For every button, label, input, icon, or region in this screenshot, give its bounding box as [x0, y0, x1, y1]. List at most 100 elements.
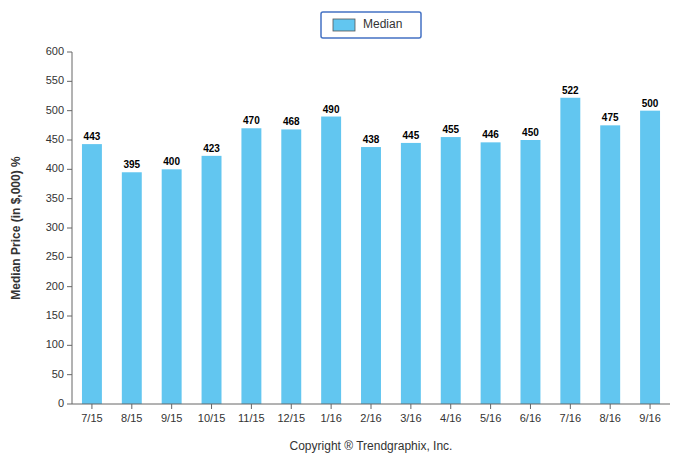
y-tick: [67, 316, 72, 317]
legend-frame: [321, 12, 421, 38]
bar: [401, 143, 421, 404]
x-tick: [610, 404, 611, 409]
legend-swatch: [333, 19, 355, 31]
x-tick-label: 9/16: [639, 412, 660, 424]
x-tick: [171, 404, 172, 409]
data-label: 395: [123, 159, 140, 170]
bar: [281, 129, 301, 404]
y-tick: [67, 228, 72, 229]
bar: [640, 111, 660, 404]
bar: [321, 117, 341, 404]
bar: [122, 172, 142, 404]
y-tick: [67, 198, 72, 199]
x-tick: [450, 404, 451, 409]
x-tick-label: 10/15: [198, 412, 226, 424]
data-labels: 443 395 400 423 470 468 490 438 445 455 446 450 522 4…: [84, 85, 659, 171]
x-tick-label: 6/16: [520, 412, 541, 424]
bar: [241, 128, 261, 404]
chart-svg: 0 50 100 150 200 250 300 350 400 450 500 550 600 443 3…: [0, 0, 688, 468]
data-label: 455: [442, 124, 459, 135]
data-label: 445: [403, 130, 420, 141]
data-label: 446: [482, 129, 499, 140]
y-tick: [67, 140, 72, 141]
y-tick-label: 600: [46, 45, 64, 57]
x-tick-label: 8/15: [121, 412, 142, 424]
x-tick-label: 7/16: [560, 412, 581, 424]
y-tick: [67, 110, 72, 111]
x-tick: [91, 404, 92, 409]
x-tick: [211, 404, 212, 409]
y-tick-label: 350: [46, 192, 64, 204]
y-tick: [67, 52, 72, 53]
y-tick-label: 200: [46, 280, 64, 292]
y-tick: [67, 286, 72, 287]
y-tick-label: 50: [52, 368, 64, 380]
y-tick: [67, 257, 72, 258]
data-label: 468: [283, 116, 300, 127]
background: [0, 0, 688, 468]
data-label: 400: [163, 156, 180, 167]
x-tick: [331, 404, 332, 409]
data-label: 443: [84, 131, 101, 142]
x-axis: 7/15 8/15 9/15 10/15 11/15 12/15 1/16 2/16 3/16 4…: [72, 404, 670, 424]
x-tick-label: 3/16: [400, 412, 421, 424]
x-tick-label: 8/16: [599, 412, 620, 424]
x-tick: [251, 404, 252, 409]
bar: [162, 169, 182, 404]
data-label: 490: [323, 104, 340, 115]
bar: [481, 142, 501, 404]
data-label: 450: [522, 127, 539, 138]
y-tick: [67, 81, 72, 82]
x-tick: [131, 404, 132, 409]
data-label: 470: [243, 115, 260, 126]
y-tick-label: 550: [46, 74, 64, 86]
x-tick-label: 12/15: [278, 412, 306, 424]
y-tick-label: 300: [46, 221, 64, 233]
bar: [82, 144, 102, 404]
y-axis: 0 50 100 150 200 250 300 350 400 450 500 550 600: [46, 45, 72, 409]
x-axis-label: Copyright ® Trendgraphix, Inc.: [290, 439, 453, 453]
x-tick-label: 2/16: [360, 412, 381, 424]
data-label: 423: [203, 143, 220, 154]
y-tick-label: 100: [46, 338, 64, 350]
x-tick: [570, 404, 571, 409]
chart-container: 0 50 100 150 200 250 300 350 400 450 500 550 600 443 3…: [0, 0, 688, 468]
x-tick-label: 11/15: [238, 412, 265, 424]
legend-label: Median: [363, 17, 402, 31]
x-tick-label: 9/15: [161, 412, 182, 424]
bars: [82, 98, 660, 404]
y-tick-label: 0: [58, 397, 64, 409]
data-label: 475: [602, 112, 619, 123]
y-tick: [67, 345, 72, 346]
y-tick: [67, 169, 72, 170]
bar: [600, 125, 620, 404]
x-tick-label: 7/15: [81, 412, 102, 424]
bar: [560, 98, 580, 404]
data-label: 438: [363, 134, 380, 145]
x-tick-label: 5/16: [480, 412, 501, 424]
x-tick: [530, 404, 531, 409]
x-tick-label: 1/16: [320, 412, 341, 424]
x-tick: [371, 404, 372, 409]
data-label: 522: [562, 85, 579, 96]
x-tick: [291, 404, 292, 409]
x-tick: [410, 404, 411, 409]
x-tick: [650, 404, 651, 409]
bar: [202, 156, 222, 404]
y-tick-label: 450: [46, 133, 64, 145]
bar: [521, 140, 541, 404]
x-tick-label: 4/16: [440, 412, 461, 424]
y-tick-label: 150: [46, 309, 64, 321]
y-tick-label: 400: [46, 162, 64, 174]
bar: [441, 137, 461, 404]
y-tick-label: 250: [46, 250, 64, 262]
legend: Median: [321, 12, 421, 38]
y-tick-label: 500: [46, 104, 64, 116]
y-axis-label: Median Price (in $,000) %: [9, 156, 23, 300]
x-tick: [490, 404, 491, 409]
data-label: 500: [642, 98, 659, 109]
y-axis-line: [72, 52, 73, 404]
bar: [361, 147, 381, 404]
y-tick: [67, 374, 72, 375]
y-tick: [67, 404, 72, 405]
